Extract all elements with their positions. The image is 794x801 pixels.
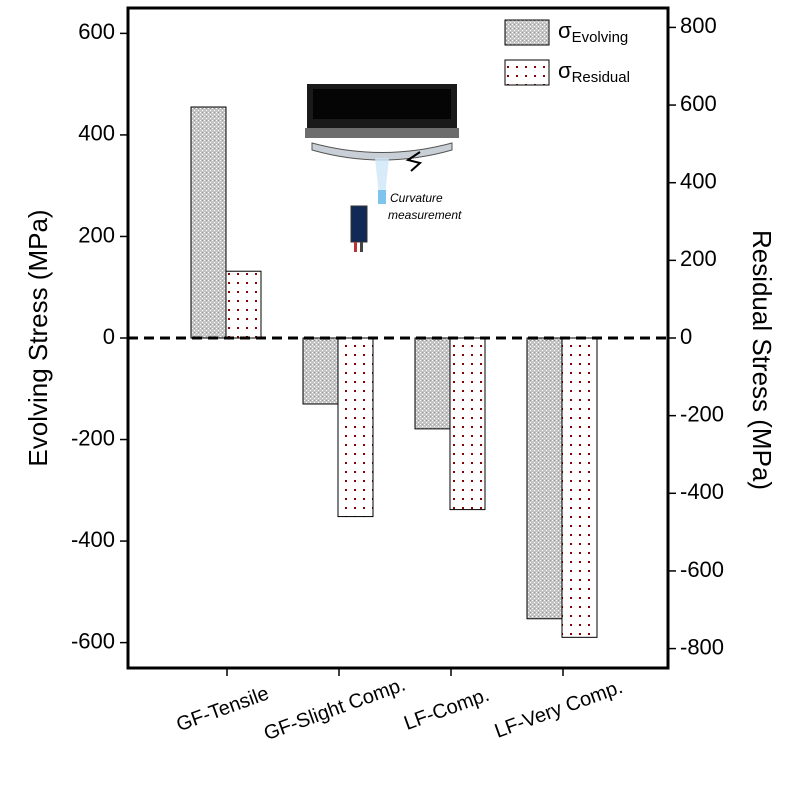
bar xyxy=(225,270,262,339)
legend-subscript: Evolving xyxy=(572,29,629,46)
y-axis-title: Evolving Stress (MPa) xyxy=(23,209,53,466)
bar xyxy=(190,106,227,339)
y-tick-label: -200 xyxy=(71,425,115,450)
y-tick-label: 0 xyxy=(103,324,115,349)
y-tick-label: 600 xyxy=(78,19,115,44)
bar xyxy=(449,337,486,511)
bar xyxy=(414,337,451,430)
y2-tick-label: 0 xyxy=(680,324,692,349)
bar xyxy=(561,337,598,638)
y2-axis-title: Residual Stress (MPa) xyxy=(747,230,777,490)
y-tick-label: -600 xyxy=(71,628,115,653)
y2-tick-label: 400 xyxy=(680,169,717,194)
x-tick-label: GF-Slight Comp. xyxy=(261,674,408,746)
legend-subscript: Residual xyxy=(572,69,630,86)
y2-tick-label: -200 xyxy=(680,401,724,426)
y2-tick-label: -800 xyxy=(680,634,724,659)
y-tick-label: 200 xyxy=(78,222,115,247)
x-tick-label: GF-Tensile xyxy=(174,682,272,736)
legend-swatch xyxy=(504,19,550,46)
legend-label: σEvolving xyxy=(558,18,628,46)
x-tick-label: LF-Comp. xyxy=(401,684,492,735)
legend-label: σResidual xyxy=(558,58,630,86)
y2-tick-label: -400 xyxy=(680,479,724,504)
annotation: measurement xyxy=(388,208,462,222)
bar xyxy=(526,337,563,620)
y-tick-label: 400 xyxy=(78,121,115,146)
legend-symbol: σ xyxy=(558,58,572,83)
y2-tick-label: 600 xyxy=(680,91,717,116)
y2-tick-label: 800 xyxy=(680,13,717,38)
y-tick-label: -400 xyxy=(71,527,115,552)
y2-tick-label: -600 xyxy=(680,557,724,582)
bar xyxy=(302,337,339,405)
legend-symbol: σ xyxy=(558,18,572,43)
y2-tick-label: 200 xyxy=(680,246,717,271)
legend-swatch xyxy=(504,59,550,86)
inset-illustration xyxy=(305,84,459,252)
annotation: Curvature xyxy=(390,191,443,205)
x-tick-label: LF-Very Comp. xyxy=(492,676,626,743)
bar xyxy=(337,337,374,518)
plot-frame xyxy=(126,6,670,670)
